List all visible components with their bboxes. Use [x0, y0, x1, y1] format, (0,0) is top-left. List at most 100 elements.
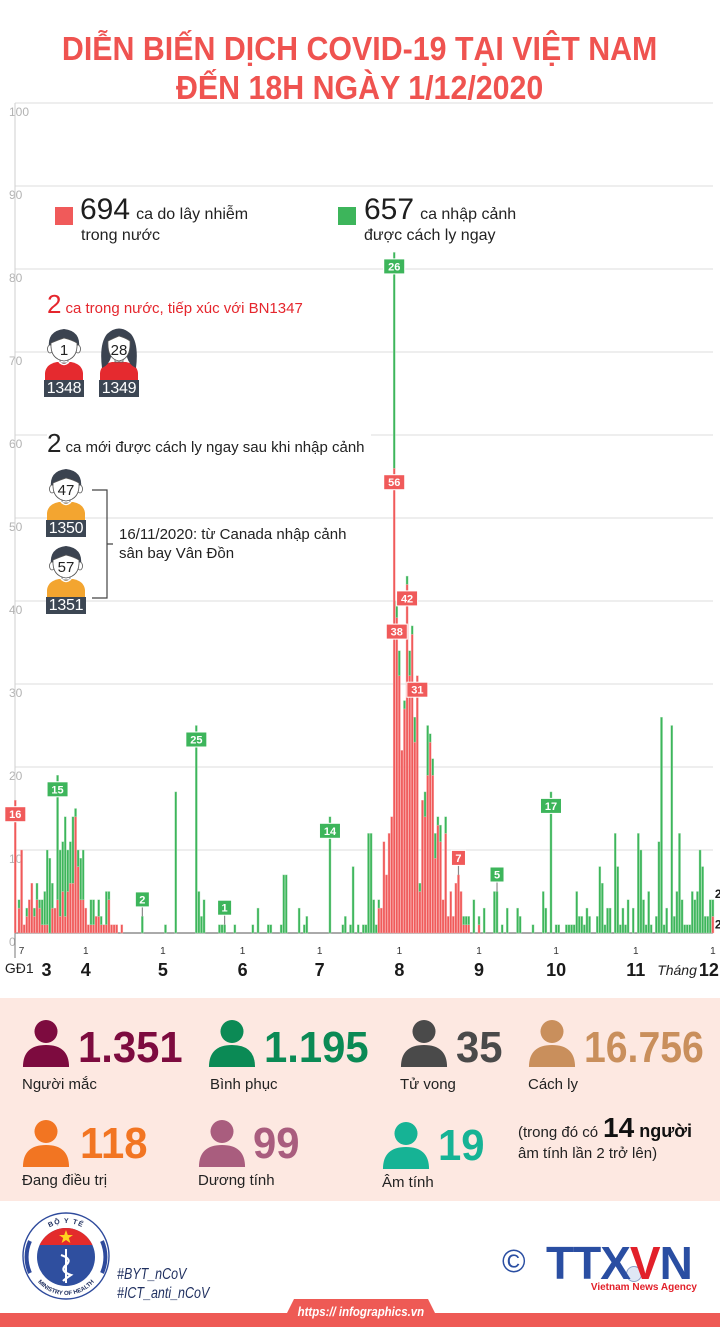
bar-imported	[567, 924, 571, 934]
legend-imported-swatch	[338, 207, 356, 225]
bar-imported	[66, 849, 70, 892]
stat-positive-value: 99	[253, 1122, 302, 1166]
female-patient-icon	[100, 328, 138, 382]
bar-imported	[598, 866, 602, 934]
bar-imported	[444, 816, 447, 834]
bar-imported	[233, 924, 237, 934]
bar-imported	[372, 899, 375, 934]
annotation-imported-text: ca mới được cách ly ngay sau khi nhập cả…	[65, 439, 365, 456]
bar-imported	[426, 725, 429, 776]
stat-recovered: 1.195 Bình phục	[208, 1020, 388, 1100]
bar-imported	[74, 808, 77, 818]
bar-imported	[410, 625, 414, 635]
ttxvn-logo-part-2: V	[629, 1237, 661, 1289]
patient-1348: 1 1348	[44, 326, 84, 398]
y-tick-label: 90	[9, 188, 23, 202]
bar-imported	[356, 924, 360, 934]
x-tick-day-label: 1	[710, 946, 716, 957]
bar-imported	[328, 816, 332, 934]
bar-domestic	[426, 775, 429, 934]
bar-domestic	[69, 883, 72, 934]
bar-domestic	[421, 800, 424, 934]
bar-imported	[698, 849, 702, 934]
bar-imported	[706, 916, 710, 934]
bar-label-text: 5	[494, 870, 500, 882]
bar-domestic	[33, 916, 36, 934]
patient-id: 1351	[46, 597, 86, 614]
bar-label-text: 16	[9, 809, 21, 821]
x-tick-day-label: 1	[160, 946, 166, 957]
bar-domestic	[441, 899, 445, 934]
stats-note-count: 14	[603, 1112, 635, 1143]
bar-imported	[624, 924, 627, 934]
bar-imported	[601, 883, 604, 934]
x-tick-month-label: 8	[394, 960, 404, 980]
bar-label-box	[383, 474, 406, 491]
hashtag-ict-text: #ICT_anti_nCoV	[117, 1285, 210, 1302]
bar-imported	[428, 733, 432, 743]
x-tick-day-label: 1	[397, 946, 403, 957]
bar-imported	[683, 924, 686, 934]
stat-quarantine-value: 16.756	[584, 1026, 719, 1070]
bar-imported	[518, 916, 522, 934]
legend-imported-count: 657	[364, 193, 415, 226]
bar-imported	[35, 883, 39, 901]
patient-id: 1349	[99, 380, 139, 397]
bar-label-box	[450, 849, 466, 866]
bar-imported	[403, 700, 406, 710]
bar-domestic	[382, 841, 386, 934]
bar-imported	[423, 791, 427, 818]
bar-domestic	[436, 824, 440, 934]
bar-label-text: 1	[222, 903, 228, 915]
x-tick-month-label: 10	[546, 960, 566, 980]
bar-imported	[89, 899, 93, 925]
bar-domestic	[390, 816, 393, 934]
legend-domestic: 694 ca do lây nhiễm	[80, 195, 248, 225]
website-link[interactable]: https:// infographics.vn	[280, 1304, 442, 1320]
bar-imported	[202, 899, 206, 934]
globe-icon	[626, 1266, 642, 1282]
bar-imported	[297, 907, 301, 934]
bar-imported	[285, 874, 288, 934]
patient-1350: 47 1350	[46, 466, 86, 538]
bar-domestic	[395, 617, 399, 934]
bar-domestic	[35, 899, 39, 934]
bar-domestic	[418, 891, 422, 934]
bar-domestic	[14, 800, 17, 934]
bar-label-text: 2	[139, 894, 145, 906]
person-icon	[400, 1020, 448, 1068]
bar-label-text: 15	[51, 784, 63, 796]
bar-imported	[64, 816, 67, 917]
hashtag-ict[interactable]: #ICT_anti_nCoV	[117, 1285, 235, 1303]
bar-domestic	[79, 899, 82, 934]
bar-domestic	[25, 916, 28, 934]
bar-label-box	[185, 731, 208, 748]
bar-imported	[631, 907, 635, 934]
patient-1349: 28 1349	[99, 326, 139, 398]
bar-label-box	[396, 590, 419, 607]
bar-imported	[40, 899, 44, 925]
bar-domestic	[84, 907, 88, 934]
hashtag-byt[interactable]: #BYT_nCoV	[117, 1266, 206, 1284]
stat-infected: 1.351 Người mắc	[22, 1020, 202, 1100]
bar-imported	[662, 924, 666, 934]
bar-domestic	[392, 468, 396, 934]
bar-domestic	[71, 883, 75, 934]
bar-imported	[701, 866, 704, 934]
bar-imported	[58, 849, 62, 917]
bar-domestic	[711, 916, 715, 934]
person-icon	[198, 1120, 246, 1168]
bar-domestic	[74, 816, 77, 934]
bar-label-box	[406, 681, 429, 698]
legend-domestic-swatch	[55, 207, 73, 225]
bar-imported	[218, 924, 221, 934]
bar-imported	[107, 891, 111, 901]
star-icon	[59, 1230, 73, 1243]
bar-domestic	[38, 907, 41, 934]
bar-imported	[377, 899, 381, 909]
stat-positive-label: Dương tính	[198, 1172, 275, 1189]
bar-imported	[38, 899, 41, 909]
bar-domestic	[30, 883, 34, 934]
bar-imported	[649, 924, 653, 934]
